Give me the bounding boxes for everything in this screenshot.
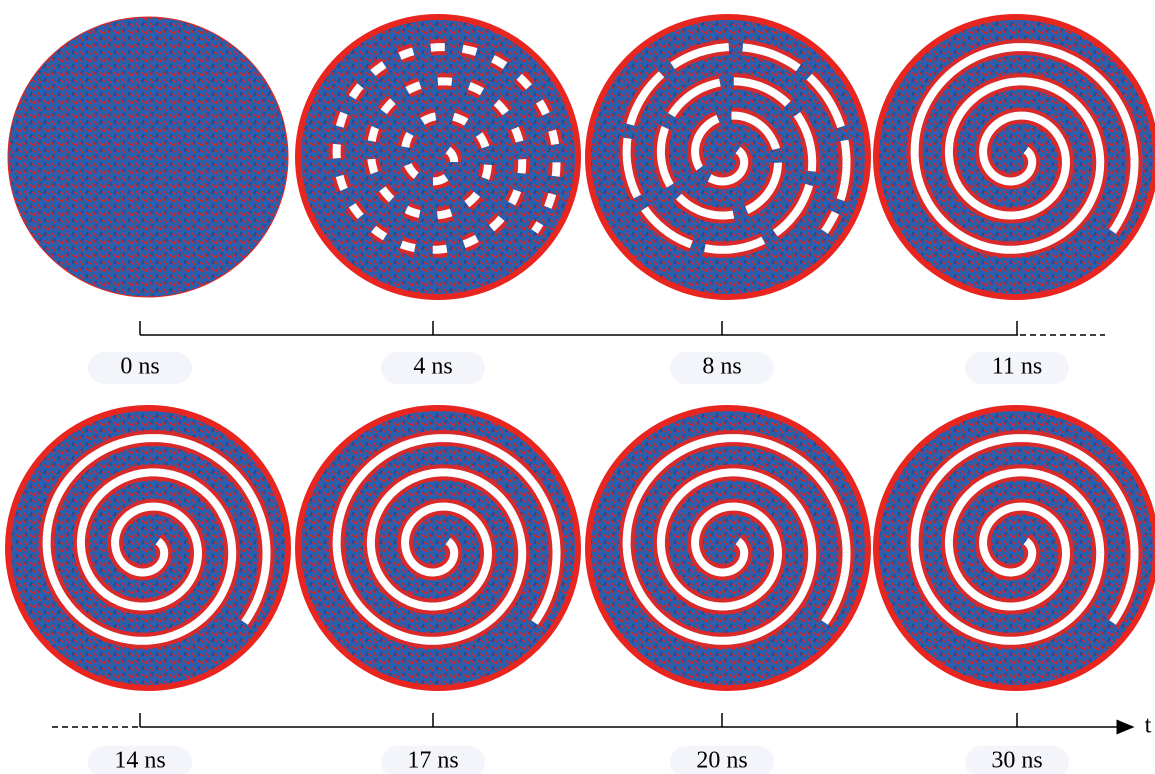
figure: t 0 ns 4 ns 8 ns 11 ns 14 ns 17 ns 20 ns 30 ns — [0, 0, 1155, 774]
snapshot — [588, 17, 868, 297]
time-label: 8 ns — [702, 354, 741, 380]
snapshot — [876, 17, 1155, 297]
snapshot — [298, 408, 578, 688]
snapshot — [8, 17, 288, 297]
page: {"frames": [ {"label": "0 ns"}, {"label"… — [0, 0, 1155, 774]
time-label: 4 ns — [413, 354, 452, 380]
time-label: 17 ns — [407, 748, 458, 774]
time-label: 14 ns — [114, 748, 165, 774]
snapshot — [8, 408, 288, 688]
snapshot — [588, 408, 868, 688]
time-label: 11 ns — [992, 354, 1042, 380]
time-label: 0 ns — [120, 354, 159, 380]
axis-label: t — [1145, 713, 1152, 739]
time-label: 20 ns — [696, 748, 747, 774]
time-label: 30 ns — [991, 748, 1042, 774]
snapshot — [876, 408, 1155, 688]
snapshot — [298, 17, 578, 297]
membrane-disc — [8, 17, 288, 297]
